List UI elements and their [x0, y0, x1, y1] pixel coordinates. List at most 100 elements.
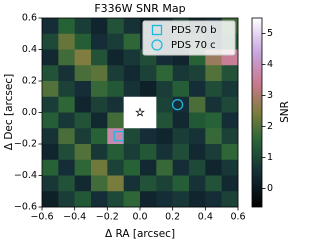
heat-cell [172, 112, 190, 129]
heat-cell [107, 33, 124, 50]
heat-cell [74, 96, 92, 113]
y-tick-label: 0.0 [22, 107, 37, 118]
heat-cell [58, 81, 75, 98]
heat-cell [42, 81, 59, 98]
heat-cell [205, 96, 222, 113]
heat-cell [58, 144, 75, 161]
heat-cell [221, 96, 239, 113]
heat-cell [140, 144, 157, 161]
heat-cell [140, 159, 157, 176]
colorbar-tick-label: 4 [267, 59, 273, 70]
heat-cell [107, 191, 124, 208]
y-tick-label: 0.4 [22, 44, 37, 55]
masked-cell [140, 96, 157, 113]
heat-cell [58, 49, 75, 66]
heat-cell [42, 18, 59, 35]
heat-cell [74, 18, 92, 35]
heat-cell [91, 65, 108, 82]
legend-label: PDS 70 c [171, 40, 216, 51]
masked-cell [123, 112, 141, 129]
masked-cell [123, 96, 141, 113]
heat-cell [205, 81, 222, 98]
heat-cell [91, 49, 108, 66]
heat-cell [42, 128, 59, 145]
heat-cell [74, 81, 92, 98]
y-tick-label: 0.2 [22, 76, 37, 87]
heat-cell [221, 191, 239, 208]
colorbar-tick-label: 3 [267, 90, 273, 101]
heat-cell [172, 175, 190, 192]
heat-cell [123, 33, 141, 50]
legend-marker [151, 39, 163, 51]
heat-cell [91, 175, 108, 192]
x-tick-label: 0.0 [132, 212, 147, 223]
heat-cell [91, 18, 108, 35]
colorbar [251, 17, 263, 208]
heat-cell [42, 49, 59, 66]
heat-cell [123, 81, 141, 98]
heat-cell [42, 144, 59, 161]
x-axis-label: Δ RA [arcsec] [105, 228, 175, 240]
heat-cell [74, 191, 92, 208]
chart: F336W SNR Map Δ RA [arcsec] Δ Dec [arcse… [3, 2, 291, 240]
planet-marker [171, 98, 184, 111]
chart-title: F336W SNR Map [94, 2, 185, 15]
heat-cell [189, 65, 206, 82]
heat-cell [74, 128, 92, 145]
heat-cell [221, 159, 239, 176]
masked-cell [140, 112, 157, 129]
y-tick-label: 0.6 [22, 13, 37, 24]
colorbar-tick-label: 5 [267, 28, 273, 39]
heat-cell [123, 128, 141, 145]
x-tick-label: 0.2 [165, 212, 180, 223]
x-tick-label: −0.6 [30, 212, 53, 223]
colorbar-tick-label: 1 [267, 152, 273, 163]
colorbar-tick-label: 2 [267, 121, 273, 132]
heat-cell [221, 128, 239, 145]
heat-cell [58, 18, 75, 35]
x-tick-label: 0.4 [198, 212, 213, 223]
heat-cell [42, 191, 59, 208]
heat-cell [205, 159, 222, 176]
heat-cell [107, 81, 124, 98]
heat-cell [189, 191, 206, 208]
heat-cell [189, 112, 206, 129]
heat-cell [107, 18, 124, 35]
y-tick-label: −0.4 [14, 170, 37, 181]
heat-cell [74, 112, 92, 129]
heat-cell [91, 33, 108, 50]
heat-cell [107, 49, 124, 66]
heat-cell [205, 191, 222, 208]
y-tick-label: −0.6 [14, 202, 37, 213]
heat-cell [140, 65, 157, 82]
heat-cell [74, 144, 92, 161]
legend-label: PDS 70 b [171, 25, 217, 36]
heat-cell [107, 128, 124, 145]
heat-cell [123, 65, 141, 82]
x-tick-label: −0.4 [63, 212, 86, 223]
heat-cell [123, 49, 141, 66]
heat-cell [140, 81, 157, 98]
heat-cell [42, 175, 59, 192]
heat-cell [107, 112, 124, 129]
heat-cell [58, 128, 75, 145]
heat-cell [156, 144, 173, 161]
heat-cell [58, 96, 75, 113]
legend-box [142, 20, 236, 56]
legend-marker [151, 24, 163, 36]
star-marker [135, 107, 145, 117]
heat-cell [140, 175, 157, 192]
heat-cell [74, 175, 92, 192]
heat-cell [74, 159, 92, 176]
heat-cell [172, 144, 190, 161]
planet-marker [113, 130, 124, 142]
heat-cell [172, 65, 190, 82]
heat-cell [221, 81, 239, 98]
heat-cell [42, 159, 59, 176]
heat-cell [189, 96, 206, 113]
heat-cell [172, 128, 190, 145]
heat-cell [156, 191, 173, 208]
heat-cell [58, 175, 75, 192]
x-tick-label: −0.2 [96, 212, 119, 223]
